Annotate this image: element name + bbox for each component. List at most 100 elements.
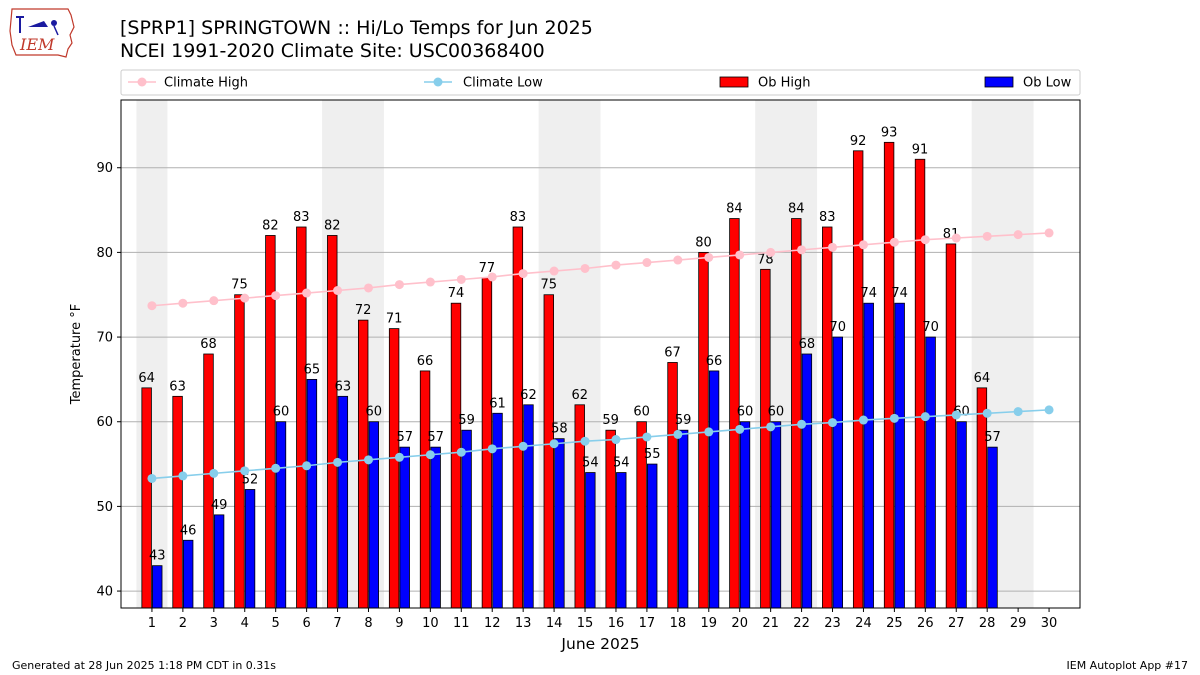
ob-low-bar xyxy=(337,395,349,609)
ob-high-bar xyxy=(822,226,833,609)
legend-climate-low-marker xyxy=(433,77,443,87)
ob-high-label: 84 xyxy=(788,202,805,217)
climate-high-point xyxy=(580,263,590,273)
logo-text: IEM xyxy=(19,35,55,54)
x-tick-label: 25 xyxy=(886,616,903,631)
climate-high-point xyxy=(518,269,528,279)
ob-high-bar xyxy=(141,387,152,609)
legend-ob-high-label: Ob High xyxy=(758,76,811,91)
ob-low-bar xyxy=(430,446,441,609)
ob-high-label: 67 xyxy=(664,345,681,360)
ob-low-label: 65 xyxy=(304,362,321,377)
legend-ob-low-label: Ob Low xyxy=(1023,76,1072,91)
x-tick-label: 9 xyxy=(395,616,403,631)
ob-low-bar xyxy=(894,302,905,609)
ob-high-label: 72 xyxy=(355,303,372,318)
generated-note: Generated at 28 Jun 2025 1:18 PM CDT in … xyxy=(12,659,277,672)
ob-high-label: 63 xyxy=(169,379,186,394)
ob-low-bar xyxy=(368,421,379,609)
climate-high-point xyxy=(394,280,404,290)
x-tick-label: 21 xyxy=(762,616,779,631)
ob-low-bar xyxy=(708,370,720,609)
ob-high-label: 64 xyxy=(138,371,155,386)
climate-low-point xyxy=(673,429,683,439)
ob-low-bar xyxy=(832,336,844,609)
ob-high-bar xyxy=(667,362,678,609)
x-tick-label: 12 xyxy=(484,616,501,631)
x-tick-label: 19 xyxy=(701,616,718,631)
climate-low-point xyxy=(797,419,807,429)
climate-high-point xyxy=(178,298,188,308)
ob-high-label: 59 xyxy=(602,413,619,428)
ob-high-bar xyxy=(976,387,988,609)
ob-low-label: 46 xyxy=(180,523,197,538)
ob-low-bar xyxy=(585,472,596,609)
x-tick-label: 13 xyxy=(515,616,532,631)
ob-high-bar xyxy=(512,226,524,609)
ob-high-bar xyxy=(760,268,771,609)
ob-high-bar xyxy=(574,404,585,609)
x-tick-label: 4 xyxy=(241,616,249,631)
x-tick-label: 10 xyxy=(422,616,439,631)
climate-high-point xyxy=(797,245,807,255)
climate-high-point xyxy=(828,242,838,252)
ob-low-bar xyxy=(925,336,936,609)
climate-low-point xyxy=(333,457,343,467)
x-tick-label: 20 xyxy=(731,616,748,631)
climate-high-point xyxy=(147,301,157,311)
ob-high-bar xyxy=(481,277,493,609)
climate-high-point xyxy=(642,258,652,268)
climate-high-point xyxy=(240,293,250,303)
ob-low-label: 62 xyxy=(520,388,537,403)
x-axis-label: June 2025 xyxy=(560,635,639,653)
chart-title: [SPRP1] SPRINGTOWN :: Hi/Lo Temps for Ju… xyxy=(120,17,593,39)
ob-high-label: 82 xyxy=(324,218,341,233)
ob-high-label: 83 xyxy=(819,210,836,225)
climate-high-point xyxy=(1013,230,1023,240)
ob-low-label: 52 xyxy=(242,472,259,487)
ob-high-bar xyxy=(172,395,183,609)
x-tick-label: 23 xyxy=(824,616,841,631)
ob-low-label: 61 xyxy=(489,396,506,411)
climate-high-point xyxy=(611,260,621,270)
ob-high-label: 68 xyxy=(200,337,217,352)
ob-low-label: 59 xyxy=(675,413,692,428)
ob-low-label: 59 xyxy=(458,413,475,428)
climate-low-point xyxy=(951,410,961,420)
ob-low-bar xyxy=(399,446,410,609)
climate-low-point xyxy=(271,463,281,473)
ob-high-label: 84 xyxy=(726,202,743,217)
ob-low-bar xyxy=(770,421,782,609)
y-tick-label: 80 xyxy=(96,246,113,261)
ob-high-label: 75 xyxy=(231,278,248,293)
x-tick-label: 30 xyxy=(1041,616,1058,631)
x-tick-label: 7 xyxy=(333,616,341,631)
climate-low-point xyxy=(549,439,559,449)
ob-low-bar xyxy=(616,472,627,609)
climate-low-point xyxy=(858,415,868,425)
ob-low-label: 57 xyxy=(427,430,444,445)
y-tick-label: 40 xyxy=(96,585,113,600)
ob-high-bar xyxy=(234,294,245,609)
ob-high-bar xyxy=(388,328,400,609)
ob-low-label: 57 xyxy=(396,430,413,445)
x-tick-label: 22 xyxy=(793,616,810,631)
ob-low-bar xyxy=(275,421,287,609)
ob-low-bar xyxy=(554,438,565,609)
climate-low-point xyxy=(302,461,312,471)
ob-high-label: 83 xyxy=(293,210,310,225)
climate-high-point xyxy=(333,286,343,295)
ob-low-bar xyxy=(306,378,318,609)
climate-high-point xyxy=(363,283,373,293)
climate-high-point xyxy=(920,235,930,245)
ob-low-label: 60 xyxy=(273,405,290,420)
x-tick-label: 17 xyxy=(639,616,656,631)
ob-low-label: 54 xyxy=(582,456,599,471)
ob-high-label: 71 xyxy=(386,312,403,327)
plot-frame xyxy=(120,99,1081,609)
climate-low-point xyxy=(487,444,497,454)
ob-high-bar xyxy=(296,226,307,609)
chart-subtitle: NCEI 1991-2020 Climate Site: USC00368400 xyxy=(120,40,545,62)
ob-high-label: 64 xyxy=(974,371,991,386)
